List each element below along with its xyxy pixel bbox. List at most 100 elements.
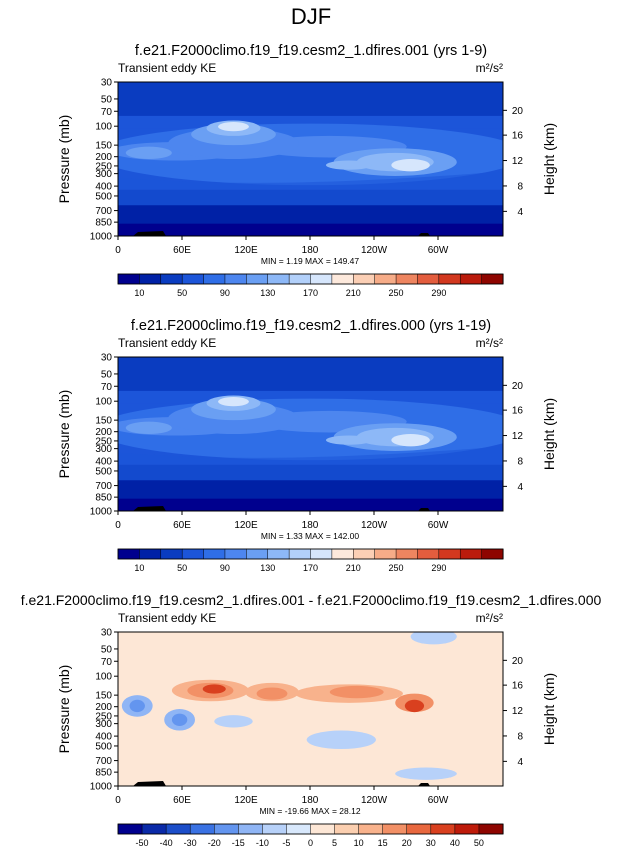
y2-tick-label: 16 [512,131,524,142]
colorbar-frame [117,548,504,560]
topography [133,231,166,236]
x-tick-label: 60W [428,795,449,806]
x-tick-label: 60W [428,245,449,256]
colorbar-swatch [288,548,312,560]
colorbar-swatch [459,273,483,285]
y-tick-label: 400 [95,182,112,193]
min-max-stats: MIN = 1.19 MAX = 149.47 [261,256,360,266]
colorbar-swatch [310,823,336,835]
y-tick-label: 250 [95,711,112,722]
contour-region [125,146,172,159]
contour-band [118,205,503,225]
y2-tick-label: 12 [512,431,524,442]
y-tick-label: 150 [95,141,112,152]
colorbar-swatch [478,823,504,835]
y2-tick-label: 20 [512,106,524,117]
contour-region [256,687,288,700]
colorbar-swatch [310,273,333,285]
y2-tick-label: 8 [517,181,523,192]
colorbar-swatch [203,273,226,285]
colorbar-swatch [267,548,290,560]
x-tick-label: 120W [361,795,388,806]
contour-region [404,699,425,713]
colorbar-label: 250 [389,563,404,573]
contour-region [171,713,188,726]
colorbar-frame [117,823,504,835]
contour-region [125,421,172,434]
x-tick-label: 120W [361,520,388,531]
colorbar-swatch [246,273,269,285]
contour-band [118,357,503,392]
colorbar-label: 170 [303,288,318,298]
y-tick-label: 700 [95,481,112,492]
topography [418,508,430,511]
y-axis-label: Pressure (mb) [56,390,72,479]
colorbar-label: -30 [184,838,197,848]
colorbar-swatch [481,548,504,560]
contour-region [391,159,430,172]
contour-band [118,480,503,500]
x-tick-label: 0 [115,795,121,806]
y-tick-label: 200 [95,152,112,163]
chart-title: f.e21.F2000climo.f19_f19.cesm2_1.dfires.… [131,318,491,334]
y2-tick-label: 12 [512,156,524,167]
colorbar-swatch [160,548,183,560]
colorbar-swatch [459,548,483,560]
colorbar-label: -5 [282,838,290,848]
contour-band [118,223,503,236]
colorbar-label: 10 [134,563,144,573]
y-tick-label: 50 [101,94,113,105]
colorbar-swatch [181,273,205,285]
y-axis-label: Pressure (mb) [56,665,72,754]
x-tick-label: 180 [302,795,319,806]
panels: f.e21.F2000climo.f19_f19.cesm2_1.dfires.… [21,43,602,848]
colorbar-label: 210 [346,563,361,573]
contour-region [202,684,226,694]
plot-area [118,632,503,786]
y-tick-label: 500 [95,741,112,752]
colorbar-swatch [238,823,263,835]
chart-panel-1: f.e21.F2000climo.f19_f19.cesm2_1.dfires.… [56,43,557,298]
y-tick-label: 700 [95,206,112,217]
colorbar-swatch [331,548,354,560]
colorbar-swatch [117,548,140,560]
y2-tick-label: 4 [517,207,523,218]
colorbar-swatch [214,823,239,835]
x-tick-label: 0 [115,520,121,531]
colorbar-swatch [117,273,140,285]
colorbar-label: 90 [220,563,230,573]
contour-region [218,122,249,132]
colorbar-swatch [160,273,183,285]
colorbar-swatch [417,548,440,560]
plot-area [118,82,503,236]
colorbar-label: -20 [208,838,221,848]
y-tick-label: 100 [95,397,112,408]
colorbar-label: 10 [354,838,364,848]
chart-panel-3: f.e21.F2000climo.f19_f19.cesm2_1.dfires.… [21,592,602,848]
y-tick-label: 150 [95,691,112,702]
y-tick-label: 400 [95,732,112,743]
colorbar-swatch [224,273,247,285]
colorbar-swatch [395,548,418,560]
colorbar-label: 0 [308,838,313,848]
contour-region [118,446,503,481]
x-tick-label: 0 [115,245,121,256]
x-tick-label: 60E [173,520,191,531]
colorbar-label: 130 [260,563,275,573]
colorbar-swatch [417,273,440,285]
colorbar-swatch [438,273,461,285]
colorbar-swatch [430,823,456,835]
colorbar-swatch [374,273,397,285]
y-tick-label: 1000 [90,782,113,793]
contour-region [118,171,503,206]
y-tick-label: 100 [95,672,112,683]
contour-region [214,715,253,728]
variable-label: Transient eddy KE [118,336,216,350]
contour-region [391,434,430,447]
chart-title: f.e21.F2000climo.f19_f19.cesm2_1.dfires.… [21,592,602,608]
colorbar-label: -10 [256,838,269,848]
min-max-stats: MIN = 1.33 MAX = 142.00 [261,531,360,541]
contour-region [325,435,373,445]
topography [133,781,166,786]
